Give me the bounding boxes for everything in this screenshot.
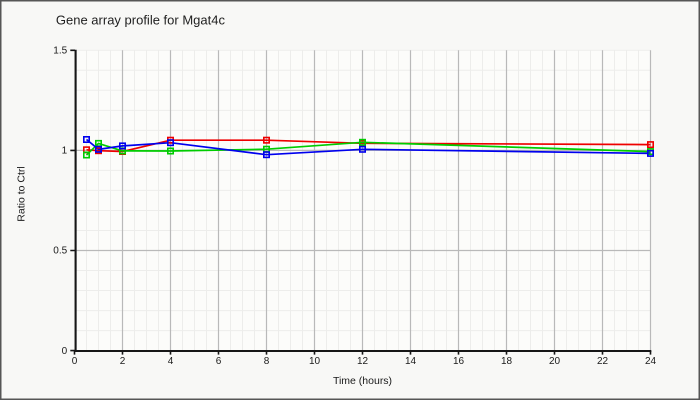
svg-text:14: 14: [405, 356, 417, 367]
svg-text:0: 0: [62, 346, 68, 357]
svg-text:22: 22: [597, 356, 609, 367]
svg-text:Time (hours): Time (hours): [333, 375, 392, 387]
svg-text:0.5: 0.5: [53, 246, 67, 257]
svg-text:4: 4: [168, 356, 174, 367]
svg-text:12: 12: [357, 356, 369, 367]
svg-text:6: 6: [216, 356, 222, 367]
svg-text:8: 8: [264, 356, 270, 367]
svg-text:20: 20: [549, 356, 561, 367]
svg-text:Ratio to Ctrl: Ratio to Ctrl: [16, 166, 28, 221]
svg-text:2: 2: [120, 356, 126, 367]
svg-text:16: 16: [453, 356, 465, 367]
svg-text:1.5: 1.5: [53, 45, 67, 56]
svg-text:1: 1: [62, 146, 68, 157]
svg-text:24: 24: [645, 356, 657, 367]
svg-text:18: 18: [501, 356, 513, 367]
svg-text:10: 10: [309, 356, 321, 367]
svg-text:Gene array profile for Mgat4c: Gene array profile for Mgat4c: [56, 12, 226, 27]
svg-text:0: 0: [72, 356, 78, 367]
